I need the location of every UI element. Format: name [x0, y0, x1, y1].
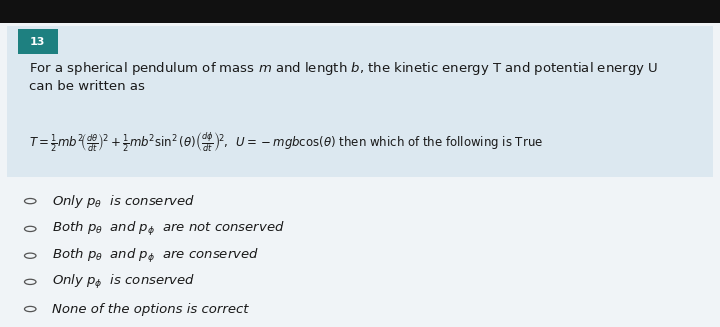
Text: Only $p_{\phi}$  is conserved: Only $p_{\phi}$ is conserved	[52, 273, 195, 291]
Text: For a spherical pendulum of mass $m$ and length $b$, the kinetic energy T and po: For a spherical pendulum of mass $m$ and…	[29, 60, 658, 77]
Text: can be written as: can be written as	[29, 80, 145, 93]
FancyBboxPatch shape	[0, 0, 720, 23]
Text: Both $p_{\theta}$  and $p_{\phi}$  are conserved: Both $p_{\theta}$ and $p_{\phi}$ are con…	[52, 247, 258, 265]
Text: Only $p_{\theta}$  is conserved: Only $p_{\theta}$ is conserved	[52, 193, 195, 210]
Text: $T = \frac{1}{2}mb^2\!\left(\frac{d\theta}{dt}\right)^{\!2} + \frac{1}{2}mb^2\si: $T = \frac{1}{2}mb^2\!\left(\frac{d\thet…	[29, 130, 543, 154]
Text: 13: 13	[30, 37, 45, 47]
Text: Both $p_{\theta}$  and $p_{\phi}$  are not conserved: Both $p_{\theta}$ and $p_{\phi}$ are not…	[52, 220, 284, 238]
Text: None of the options is correct: None of the options is correct	[52, 302, 248, 316]
FancyBboxPatch shape	[18, 29, 58, 54]
FancyBboxPatch shape	[7, 26, 713, 177]
